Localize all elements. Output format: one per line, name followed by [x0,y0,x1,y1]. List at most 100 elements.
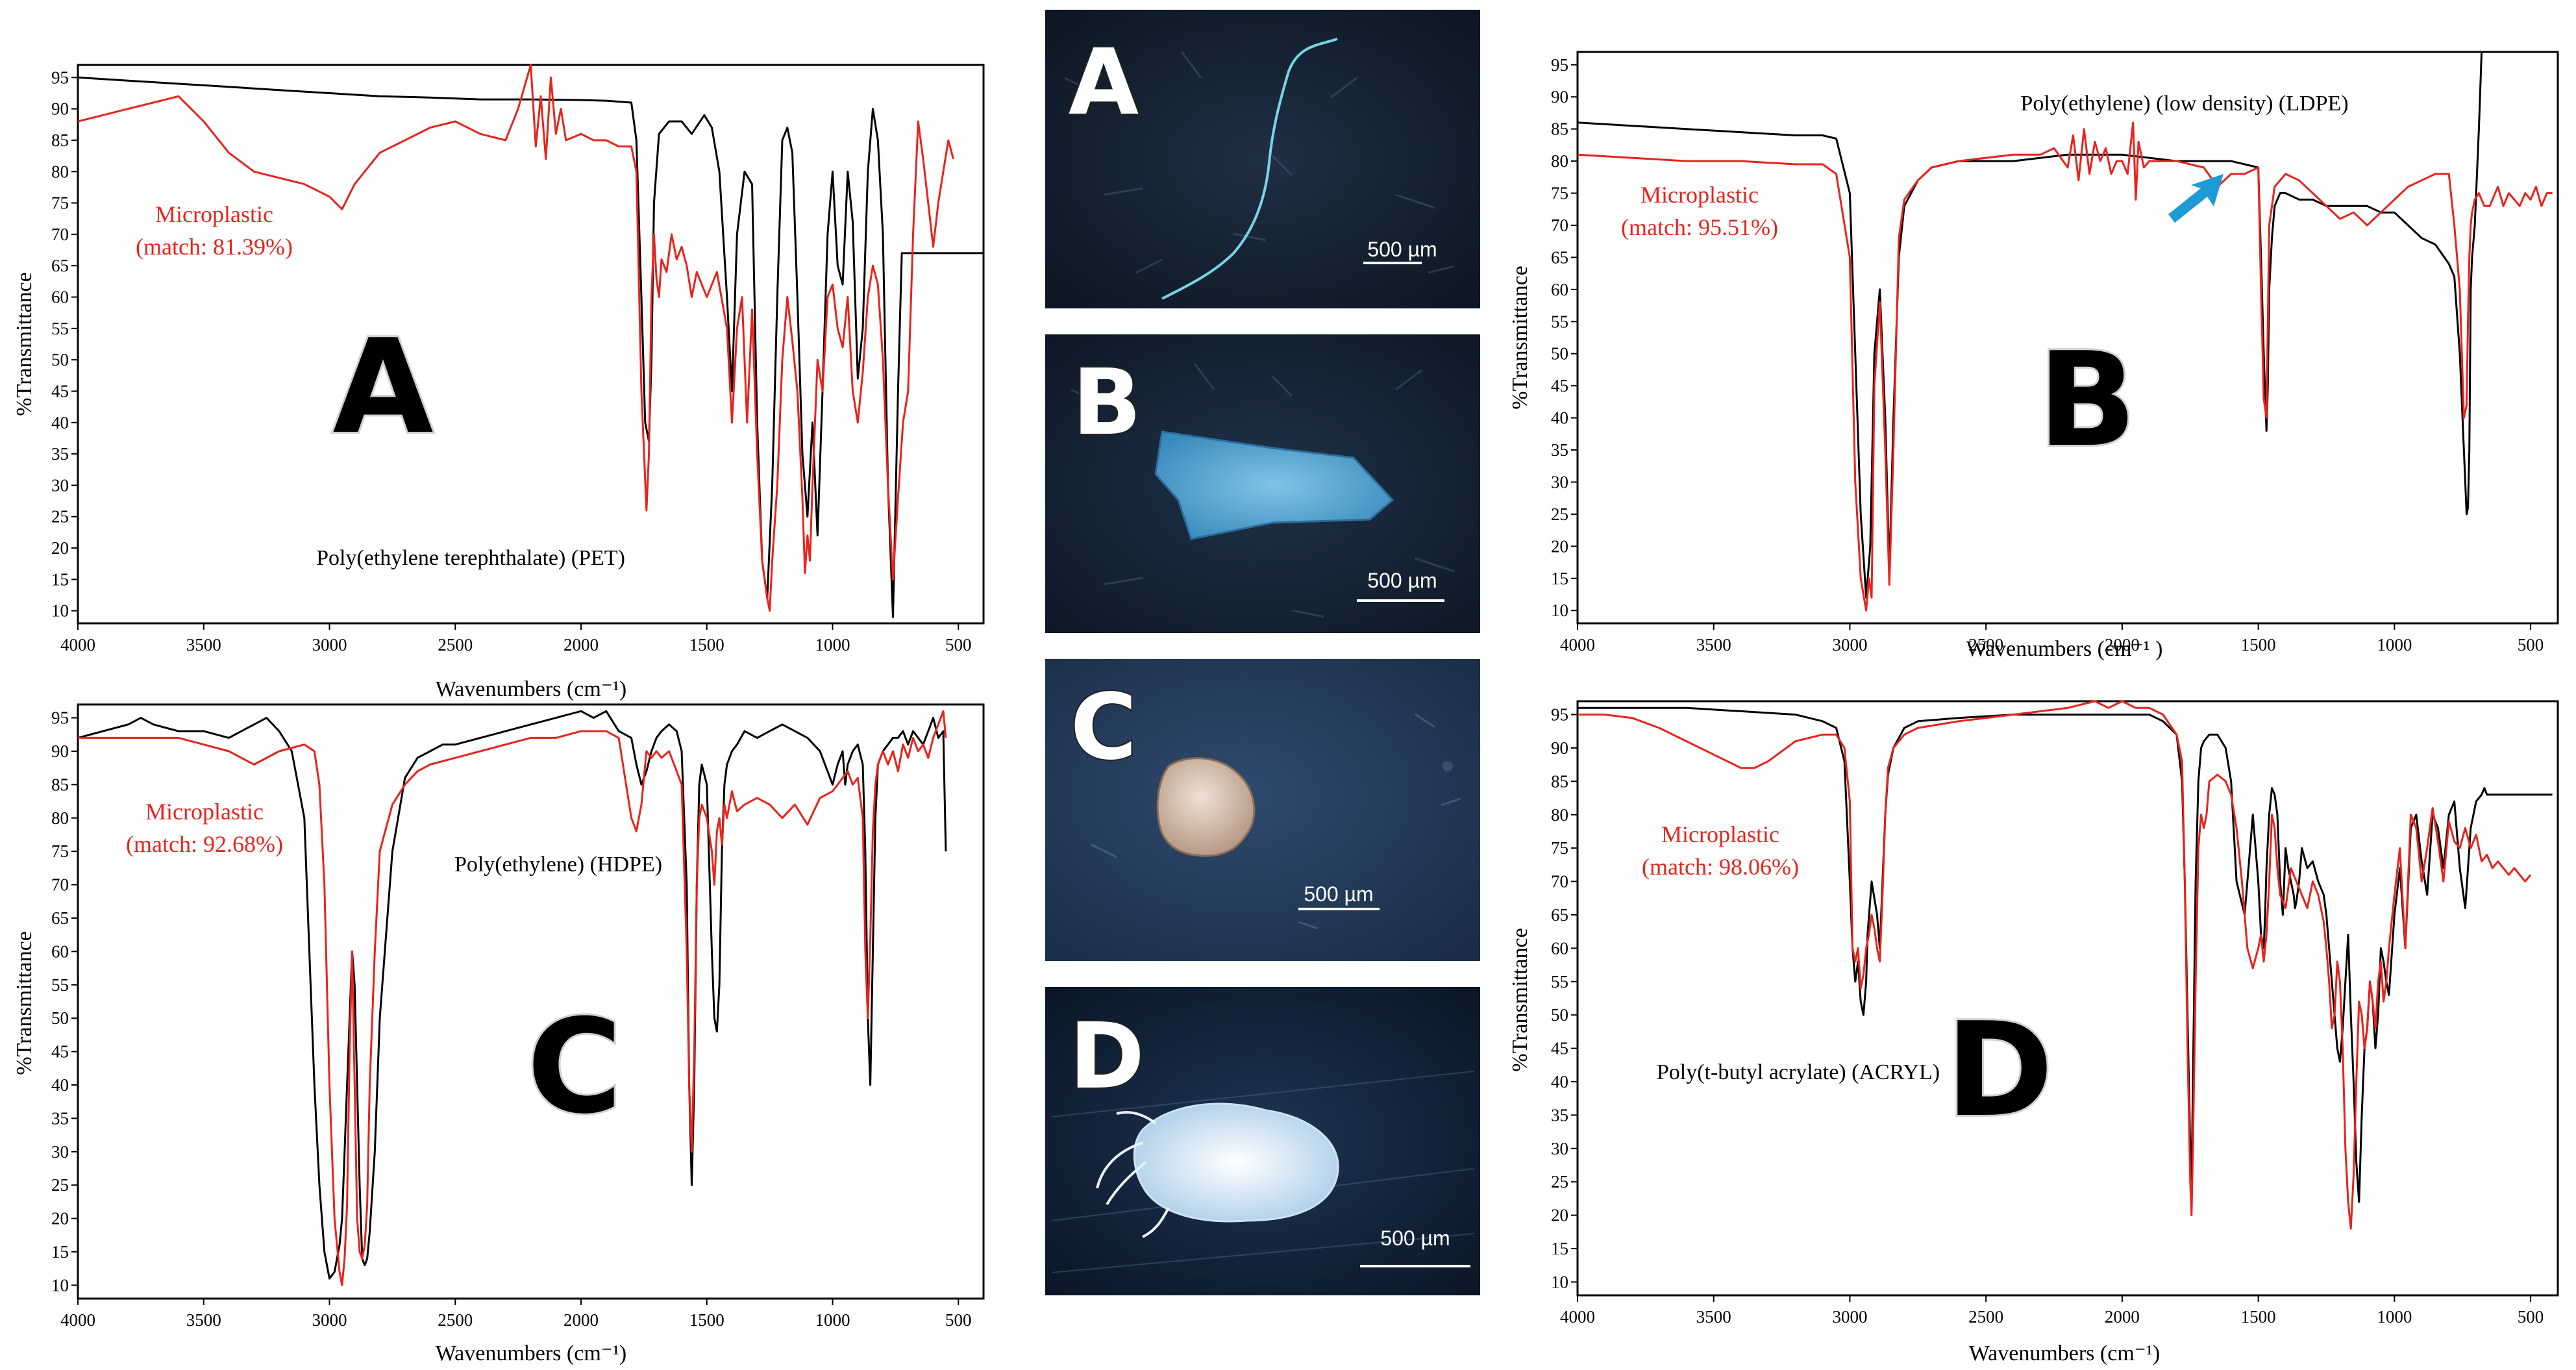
photo-panel-a: A 500 µm [1045,10,1480,308]
chart-d-xtick-label: 500 [2518,1307,2544,1326]
chart-b-frame [1576,51,2559,625]
chart-b-ytick-label: 55 [1551,312,1568,331]
chart-c-ytick-label: 45 [51,1042,69,1062]
chart-a-ytick-label: 90 [51,99,69,119]
chart-c-ytick-label: 35 [51,1108,69,1128]
chart-a-ytick-label: 20 [51,538,69,558]
chart-c-annotation-line2: (match: 92.68%) [126,831,283,857]
chart-a-xtick-label: 1500 [689,635,724,654]
chart-a-ytick-label: 40 [51,413,69,432]
chart-a-panel-letter: A [333,312,434,463]
chart-b-annotation-line1: Microplastic [1641,182,1759,208]
chart-c-ylabel: %Transmittance [12,931,36,1075]
chart-a-ytick-label: 75 [51,193,69,213]
chart-c-xlabel: Wavenumbers (cm⁻¹) [436,1341,626,1365]
chart-c-xtick-label: 500 [945,1310,972,1330]
chart-a-xtick-label: 2000 [564,635,599,654]
chart-a-ytick-label: 15 [51,569,69,589]
chart-a-annotation-line1: Microplastic [155,201,273,227]
chart-d-lines [1578,700,2553,1230]
photo-d-scale-label: 500 µm [1380,1227,1450,1250]
photo-b-letter: B [1072,350,1142,456]
photo-b-texture [1071,363,1455,618]
photo-d-letter: D [1069,1004,1145,1110]
chart-c-xtick-label: 2500 [438,1310,473,1330]
chart-d-frame [1576,700,2559,1297]
chart-panel-d: 10 15 20 25 30 35 40 45 50 55 60 65 70 75 80 85 90 95 400… [1508,700,2559,1365]
photo-c-background [1045,659,1480,961]
chart-b-ytick-label: 40 [1551,408,1568,428]
chart-a-y-ticks: 10 15 20 25 30 35 40 45 50 55 60 65 70 75 80 85 90 95 [51,68,78,621]
chart-b-xtick-label: 1000 [2377,635,2412,654]
chart-a-ytick-label: 65 [51,256,69,275]
chart-d-ytick-label: 65 [1551,905,1568,925]
photo-a-texture [1064,51,1455,274]
chart-b-ytick-label: 95 [1551,55,1568,75]
photo-c-letter: C [1071,675,1137,780]
chart-c-ytick-label: 20 [51,1209,69,1228]
chart-d-ytick-label: 60 [1551,938,1568,958]
chart-b-ytick-label: 65 [1551,247,1568,267]
photo-panel-d: D 500 µm [1045,987,1480,1295]
chart-d-reference-label: Poly(t-butyl acrylate) (ACRYL) [1657,1060,1940,1084]
chart-b-ytick-label: 30 [1551,472,1568,492]
chart-c-reference-label: Poly(ethylene) (HDPE) [454,853,662,877]
chart-a-xtick-label: 3500 [186,635,221,654]
chart-d-annotation-line2: (match: 98.06%) [1642,854,1799,880]
chart-a-lines [77,64,984,618]
chart-b-ytick-label: 10 [1551,601,1568,620]
chart-a-xtick-label: 4000 [60,635,95,654]
chart-b-series-reference [1577,51,2483,599]
photo-b-scale-label: 500 µm [1367,569,1437,592]
chart-d-xtick-label: 2000 [2105,1307,2140,1326]
chart-c-y-ticks: 10 15 20 25 30 35 40 45 50 55 60 65 70 75 80 85 90 95 [51,708,78,1295]
chart-a-ytick-label: 85 [51,131,69,150]
chart-c-ytick-label: 90 [51,741,69,761]
chart-b-xlabel: Wavenumbers (cm⁻¹ ) [1966,637,2163,661]
chart-d-ytick-label: 95 [1551,705,1568,725]
chart-d-series-reference [1578,706,2553,1203]
chart-c-ytick-label: 80 [51,808,69,828]
photo-b-particle [1154,430,1394,540]
chart-a-xtick-label: 500 [945,635,972,654]
chart-b-xtick-label: 2000 [2105,635,2140,654]
chart-b-ytick-label: 25 [1551,504,1568,524]
photo-panel-b: B 500 µm [1045,334,1480,633]
chart-a-annotation-line2: (match: 81.39%) [136,234,293,260]
chart-b-ytick-label: 50 [1551,344,1568,364]
chart-c-xtick-label: 4000 [60,1310,95,1330]
chart-c-ytick-label: 15 [51,1242,69,1262]
chart-a-ytick-label: 35 [51,444,69,464]
chart-a-ytick-label: 25 [51,507,69,527]
photo-panel-c: C 500 µm [1045,659,1480,961]
chart-c-xtick-label: 2000 [564,1310,599,1330]
chart-a-ytick-label: 45 [51,381,69,401]
chart-b-arrow-marker [2168,174,2223,223]
chart-a-x-ticks: 4000 3500 3000 2500 2000 1500 1000 500 [60,623,972,654]
chart-b-ytick-label: 20 [1551,536,1568,556]
chart-c-frame [77,703,985,1300]
photo-c-texture [1090,713,1461,930]
chart-c-series-reference [77,710,947,1280]
chart-d-ytick-label: 70 [1551,872,1568,891]
photo-c-particle [1156,757,1256,857]
chart-d-x-ticks: 4000 3500 3000 2500 2000 1500 1000 500 [1560,1295,2544,1326]
photo-c-scale-label: 500 µm [1304,882,1373,906]
chart-c-ytick-label: 65 [51,908,69,928]
chart-d-ytick-label: 10 [1551,1272,1568,1291]
chart-d-xtick-label: 4000 [1560,1307,1595,1326]
chart-d-xtick-label: 1000 [2377,1307,2412,1326]
chart-d-xtick-label: 3500 [1696,1307,1731,1326]
chart-c-panel-letter: C [527,991,623,1143]
chart-d-ytick-label: 15 [1551,1239,1568,1258]
chart-d-series-microplastic [1578,700,2532,1230]
chart-d-ytick-label: 55 [1551,972,1568,991]
chart-a-ytick-label: 50 [51,350,69,369]
chart-d-y-ticks: 10 15 20 25 30 35 40 45 50 55 60 65 70 75 80 85 90 95 [1551,705,1578,1291]
chart-a-reference-label: Poly(ethylene terephthalate) (PET) [316,546,625,570]
chart-b-ytick-label: 80 [1551,151,1568,171]
chart-c-xtick-label: 3500 [186,1310,221,1330]
chart-d-ytick-label: 90 [1551,738,1568,758]
chart-c-ytick-label: 75 [51,841,69,861]
